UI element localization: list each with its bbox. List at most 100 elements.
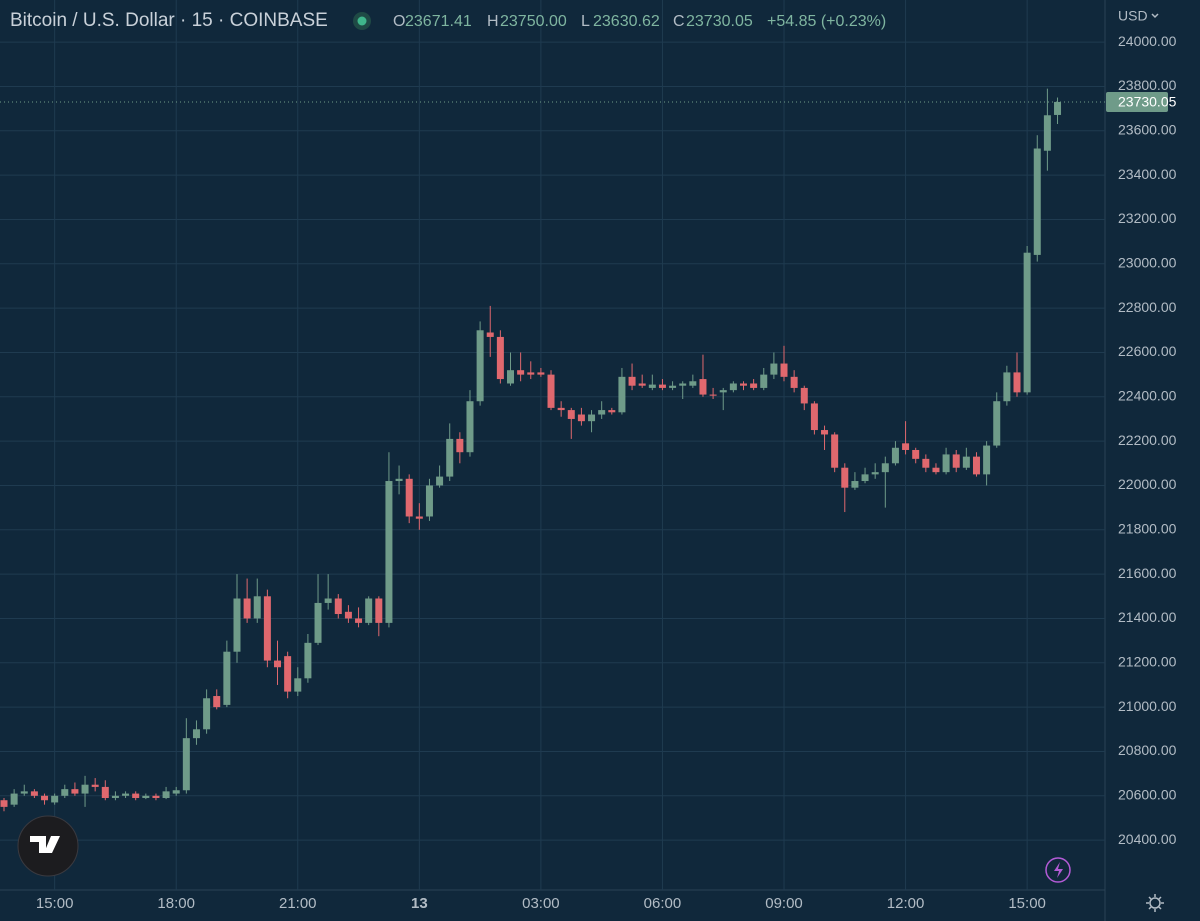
ohlc-value: 23630.62 [593, 13, 660, 30]
candle-body [537, 372, 545, 375]
candle-body [972, 456, 980, 475]
candle-body [314, 602, 322, 643]
candle-body [770, 363, 778, 375]
y-tick-label: 22400.00 [1118, 387, 1177, 403]
candle-body [588, 414, 596, 422]
candle-body [952, 454, 960, 468]
y-tick-label: 21200.00 [1118, 653, 1177, 669]
last-price-box [1106, 91, 1168, 112]
x-tick-label: 15:00 [1008, 895, 1046, 912]
candle-body [203, 698, 211, 730]
candle-body [821, 430, 829, 435]
y-tick-label: 23600.00 [1118, 121, 1177, 137]
y-tick-label: 24000.00 [1118, 33, 1177, 49]
candle-body [800, 387, 808, 404]
x-tick-label: 12:00 [887, 895, 925, 912]
candle-body [881, 463, 889, 473]
status-dot [357, 16, 367, 26]
candle-body [962, 456, 970, 468]
candle-body [689, 381, 697, 386]
x-tick-label: 09:00 [765, 895, 803, 912]
candle-body [628, 376, 636, 386]
candle-body [324, 598, 332, 603]
candle-body [912, 449, 920, 459]
dropdown-icon[interactable] [1151, 13, 1159, 19]
candle-body [101, 786, 109, 799]
ohlc-value: 23671.41 [405, 13, 472, 30]
candle-body [719, 390, 727, 393]
candle-body [608, 410, 616, 413]
candle-body [1043, 115, 1051, 151]
ohlc-label: C [673, 13, 685, 30]
candle-body [1003, 372, 1011, 402]
candle-body [446, 438, 454, 477]
candle-body [618, 376, 626, 413]
x-tick-label: 06:00 [644, 895, 682, 912]
candle-body [679, 383, 687, 386]
candle-body [507, 370, 514, 384]
candle-body [51, 795, 59, 803]
lightning-button[interactable] [1045, 857, 1071, 883]
y-tick-label: 21600.00 [1118, 565, 1177, 581]
lightning-icon [1054, 862, 1063, 878]
candle-body [1013, 372, 1021, 393]
candle-body [729, 383, 737, 391]
candle-body [111, 795, 119, 799]
candle-body [91, 784, 99, 787]
candle-body [739, 383, 747, 386]
ohlc-label: L [581, 13, 590, 30]
candle-body [750, 383, 758, 388]
candle-body [891, 447, 899, 464]
candle-body [557, 407, 565, 411]
candle-body [284, 656, 292, 692]
candle-body [425, 485, 433, 517]
candle-body [932, 467, 940, 473]
candle-body [456, 438, 464, 453]
candle-body [760, 374, 768, 388]
candle-body [192, 729, 200, 739]
candle-body [142, 795, 150, 799]
candle-body [699, 379, 707, 395]
last-price-label: 23730.05 [1118, 94, 1177, 110]
candle-body [547, 374, 555, 408]
candle-body [993, 401, 1001, 446]
ohlc-label: H [487, 13, 499, 30]
candle-body [486, 332, 494, 337]
y-tick-label: 23800.00 [1118, 77, 1177, 93]
settings-button[interactable] [1149, 897, 1161, 909]
candle-body [122, 793, 130, 796]
candle-body [41, 795, 49, 801]
candle-body [638, 383, 646, 386]
candle-body [172, 790, 180, 794]
settings-icon [1146, 894, 1164, 912]
candle-body [20, 791, 28, 794]
y-tick-label: 20600.00 [1118, 786, 1177, 802]
candle-body [344, 611, 352, 619]
candle-body [436, 476, 444, 486]
ohlc-value: 23750.00 [500, 13, 567, 30]
y-tick-label: 22800.00 [1118, 299, 1177, 315]
candle-body [871, 472, 879, 475]
candle-body [1033, 148, 1041, 255]
price-change: +54.85 (+0.23%) [767, 13, 886, 30]
ohlc-value: 23730.05 [686, 13, 753, 30]
y-tick-label: 23000.00 [1118, 254, 1177, 270]
candle-body [496, 336, 504, 380]
candle-body [375, 598, 383, 623]
candle-body [790, 376, 798, 388]
candle-body [10, 793, 18, 805]
x-tick-label: 21:00 [279, 895, 317, 912]
candle-body [223, 651, 231, 705]
y-tick-label: 22000.00 [1118, 476, 1177, 492]
candle-body [1054, 101, 1062, 115]
candle-body [851, 481, 859, 488]
y-tick-label: 22600.00 [1118, 343, 1177, 359]
candle-body [0, 800, 8, 807]
candle-body [861, 474, 869, 482]
candle-body [1023, 252, 1031, 393]
y-tick-label: 23400.00 [1118, 166, 1177, 182]
y-tick-label: 20800.00 [1118, 742, 1177, 758]
currency-selector[interactable]: USD [1118, 8, 1148, 24]
